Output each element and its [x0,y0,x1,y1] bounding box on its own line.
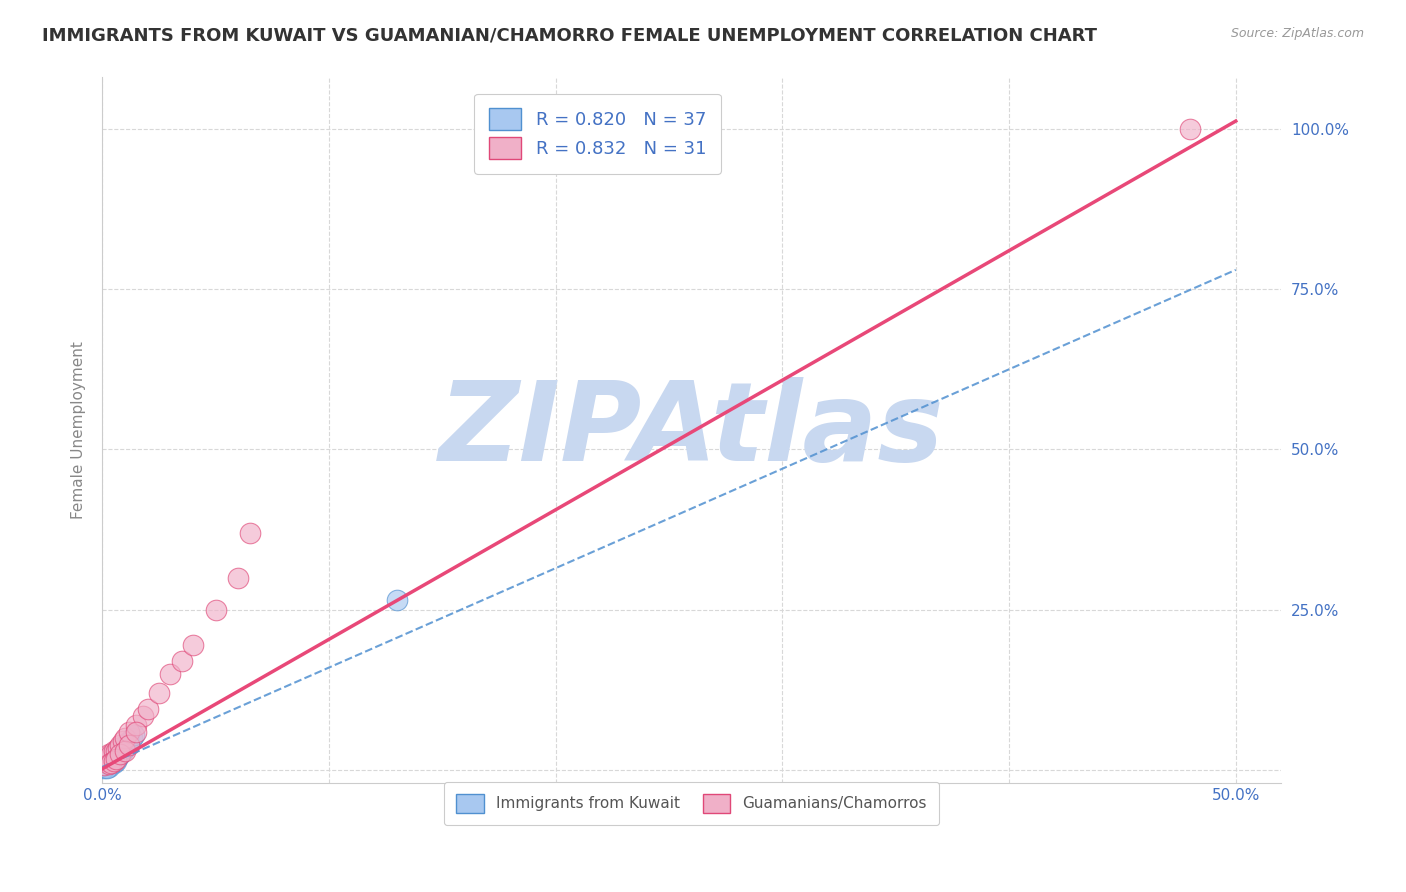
Point [118,734,141,748]
Point [118,724,141,739]
Point [104,752,127,766]
Point [122,728,145,742]
Point [98,756,121,771]
Point [118,738,141,752]
Point [93,760,115,774]
Point [93,758,115,772]
Point [100,754,122,768]
Legend: Immigrants from Kuwait, Guamanians/Chamorros: Immigrants from Kuwait, Guamanians/Chamo… [444,781,939,825]
Point [181,638,204,652]
Point [98,750,121,764]
Point [136,702,159,716]
Point [107,747,129,761]
Point [132,708,155,723]
Point [98,750,121,764]
Point [104,749,127,764]
Point [110,738,132,752]
Point [98,747,121,761]
Point [111,740,134,755]
Point [98,756,121,770]
Point [110,747,132,761]
Point [385,593,408,607]
Point [100,756,122,770]
Point [1180,121,1202,136]
Point [114,740,136,755]
Point [93,761,115,775]
Point [104,752,127,766]
Point [98,760,121,774]
Point [170,654,193,668]
Point [204,603,226,617]
Point [115,738,138,752]
Point [103,756,125,770]
Text: Source: ZipAtlas.com: Source: ZipAtlas.com [1230,27,1364,40]
Point [125,718,148,732]
Point [96,760,118,774]
Point [96,758,118,772]
Point [100,750,122,764]
Point [104,754,127,768]
Point [110,744,132,758]
Point [111,734,134,748]
Point [114,738,136,752]
Point [111,744,134,758]
Point [121,731,143,746]
Point [98,758,121,772]
Point [103,754,125,768]
Point [114,744,136,758]
Point [100,747,122,761]
Point [96,761,118,775]
Point [107,750,129,764]
Point [103,744,125,758]
Point [96,754,118,768]
Point [114,731,136,746]
Point [103,752,125,766]
Point [226,571,249,585]
Point [125,724,148,739]
Point [104,744,127,758]
Y-axis label: Female Unemployment: Female Unemployment [72,342,86,519]
Point [98,756,121,771]
Point [100,756,122,770]
Point [110,747,132,761]
Text: ZIPAtlas: ZIPAtlas [439,376,945,483]
Point [148,686,170,700]
Point [159,667,181,681]
Text: IMMIGRANTS FROM KUWAIT VS GUAMANIAN/CHAMORRO FEMALE UNEMPLOYMENT CORRELATION CHA: IMMIGRANTS FROM KUWAIT VS GUAMANIAN/CHAM… [42,27,1097,45]
Point [96,756,118,771]
Point [103,754,125,768]
Point [100,756,122,771]
Point [93,758,115,772]
Point [239,525,262,540]
Point [107,740,129,755]
Point [103,747,125,761]
Point [96,754,118,768]
